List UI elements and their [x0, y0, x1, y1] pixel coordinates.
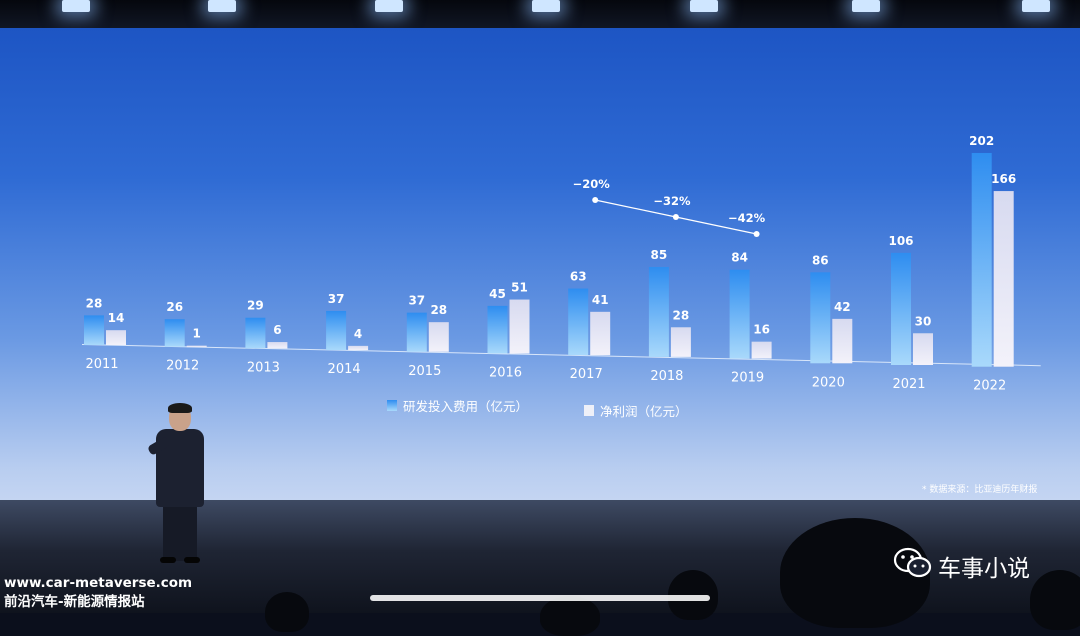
bar-value-profit-2013: 6	[273, 323, 281, 337]
bar-rd-2016	[487, 305, 508, 354]
bar-rd-2019	[729, 269, 750, 359]
bar-value-profit-2022: 166	[991, 172, 1016, 186]
bar-rd-2018	[648, 266, 669, 357]
bar-rd-2021	[891, 252, 911, 365]
bar-value-rd-2018: 85	[651, 248, 668, 262]
bar-value-profit-2016: 51	[511, 281, 528, 295]
bar-value-rd-2019: 84	[731, 251, 748, 265]
ceiling-light	[1022, 0, 1050, 12]
watermark: www.car-metaverse.com 前沿汽车-新能源情报站	[4, 574, 192, 612]
bar-rd-2022	[971, 152, 992, 367]
x-tick-2018: 2018	[650, 369, 683, 384]
watermark-url: www.car-metaverse.com	[4, 575, 193, 591]
ceiling-light	[208, 0, 236, 12]
bar-value-rd-2015: 37	[408, 294, 425, 308]
bar-value-profit-2012: 1	[193, 327, 201, 341]
legend-swatch-rd	[387, 400, 397, 411]
bar-rd-2011	[84, 315, 104, 345]
watermark-title: 前沿汽车-新能源情报站	[4, 594, 145, 610]
bar-value-rd-2022: 202	[969, 134, 994, 148]
x-tick-2012: 2012	[166, 359, 199, 374]
ceiling-light	[375, 0, 403, 12]
bar-value-profit-2011: 14	[108, 311, 125, 325]
audience-head	[540, 596, 600, 636]
trend-label-2019: −42%	[728, 211, 766, 225]
x-tick-2017: 2017	[570, 367, 603, 382]
bar-value-rd-2017: 63	[570, 270, 587, 284]
ceiling-light	[690, 0, 718, 12]
bar-value-rd-2014: 37	[328, 292, 345, 306]
bar-rd-2013	[245, 317, 266, 349]
bar-value-profit-2020: 42	[834, 300, 851, 314]
audience-head	[780, 518, 930, 628]
bar-profit-2011	[106, 330, 126, 345]
bar-profit-2014	[348, 345, 369, 351]
bar-value-profit-2019: 16	[753, 323, 770, 337]
trend-label-2017: −20%	[573, 177, 611, 191]
bar-chart: 28 14 2011 26 1 2012 29 6 2013 37 4 2014 37 28 2015 45 5…	[81, 134, 1041, 419]
bar-profit-2013	[267, 342, 288, 349]
x-tick-2021: 2021	[892, 377, 925, 392]
audience-head	[265, 592, 309, 632]
x-tick-2015: 2015	[408, 364, 441, 379]
trend-point-2019	[753, 231, 760, 237]
bar-value-rd-2020: 86	[812, 253, 829, 267]
stage-ceiling	[0, 0, 1080, 30]
x-axis-line	[81, 344, 1041, 367]
ceiling-light	[532, 0, 560, 12]
x-tick-2011: 2011	[85, 357, 118, 372]
bar-value-profit-2021: 30	[915, 314, 932, 328]
ceiling-light	[852, 0, 880, 12]
trend-point-2018	[672, 214, 679, 220]
legend-swatch-profit	[584, 405, 594, 416]
data-source-note: * 数据来源：比亚迪历年财报	[922, 485, 1038, 495]
legend-label-profit: 净利润（亿元）	[600, 404, 688, 419]
wechat-icon	[893, 547, 932, 578]
bar-profit-2016	[509, 299, 530, 354]
x-tick-2022: 2022	[973, 379, 1006, 394]
bar-rd-2012	[164, 319, 185, 347]
x-tick-2020: 2020	[812, 375, 845, 390]
x-tick-2013: 2013	[247, 360, 280, 375]
x-tick-2019: 2019	[731, 371, 764, 386]
bar-rd-2015	[406, 312, 427, 352]
bar-rd-2014	[326, 310, 347, 351]
legend-label-rd: 研发投入费用（亿元）	[403, 399, 528, 414]
ceiling-light	[62, 0, 90, 12]
audience-head	[1030, 570, 1080, 630]
bar-value-rd-2021: 106	[888, 234, 913, 248]
trend-label-2018: −32%	[653, 194, 691, 208]
x-tick-2014: 2014	[328, 362, 361, 377]
bar-rd-2017	[568, 288, 589, 356]
bar-profit-2015	[428, 322, 449, 352]
bar-profit-2019	[751, 341, 772, 359]
bar-value-rd-2013: 29	[247, 299, 264, 313]
bar-profit-2022	[993, 191, 1014, 367]
bar-rd-2020	[810, 272, 831, 364]
bar-value-profit-2018: 28	[673, 308, 690, 322]
bar-value-rd-2011: 28	[86, 296, 103, 310]
bar-value-profit-2017: 41	[592, 293, 609, 307]
bar-value-profit-2014: 4	[354, 327, 362, 341]
bar-value-rd-2012: 26	[166, 300, 183, 314]
video-progress-bar[interactable]	[370, 595, 710, 601]
trend-point-2017	[592, 197, 599, 203]
bar-profit-2017	[590, 311, 611, 356]
bar-profit-2020	[832, 318, 853, 364]
presenter	[146, 403, 210, 565]
bar-value-rd-2016: 45	[489, 287, 506, 301]
bar-profit-2012	[186, 345, 207, 348]
bar-profit-2018	[670, 327, 691, 357]
bar-profit-2021	[913, 333, 933, 365]
bar-value-profit-2015: 28	[430, 303, 447, 317]
x-tick-2016: 2016	[489, 366, 522, 381]
channel-name: 车事小说	[938, 556, 1030, 582]
